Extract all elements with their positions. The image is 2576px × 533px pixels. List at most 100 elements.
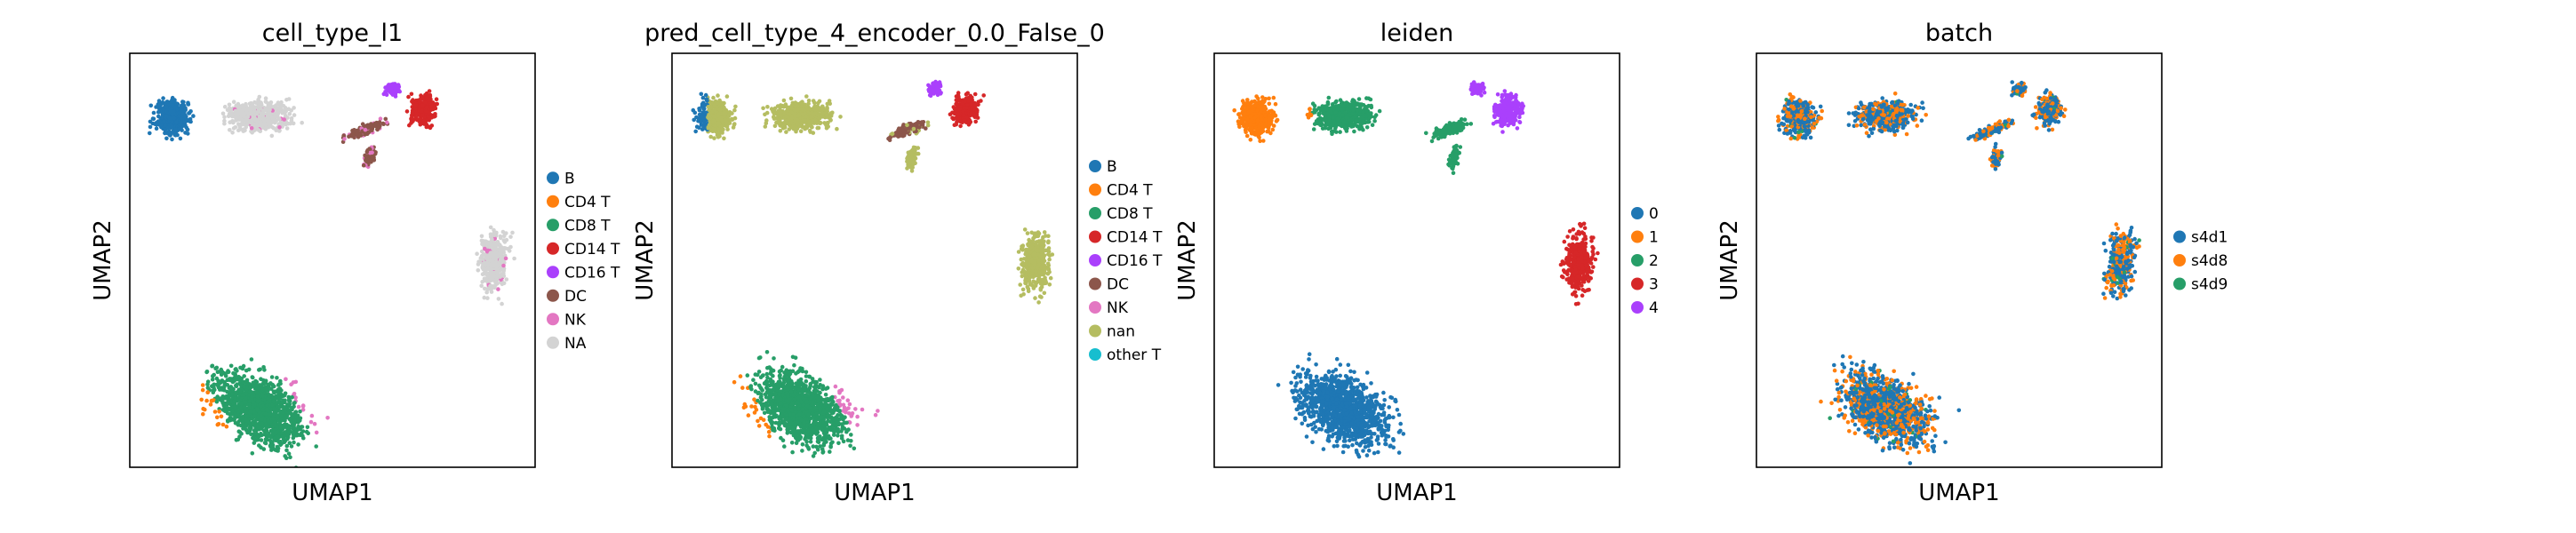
scatter-point <box>164 105 169 109</box>
scatter-point <box>938 84 942 88</box>
scatter-point <box>354 132 359 137</box>
scatter-point <box>495 281 500 286</box>
scatter-point <box>956 97 962 101</box>
scatter-point <box>230 408 236 413</box>
scatter-point <box>1020 270 1024 274</box>
scatter-point <box>811 99 816 103</box>
scatter-point <box>1032 246 1037 251</box>
scatter-point <box>385 120 389 125</box>
scatter-point <box>925 123 931 128</box>
scatter-point <box>484 276 489 282</box>
scatter-point <box>250 115 255 120</box>
scatter-point <box>290 394 294 400</box>
scatter-point <box>974 109 980 114</box>
scatter-point <box>218 380 223 386</box>
scatter-point <box>257 368 261 372</box>
scatter-point <box>806 99 812 103</box>
scatter-point <box>226 369 230 373</box>
scatter-point <box>259 413 263 418</box>
scatter-point <box>287 402 292 407</box>
scatter-point <box>170 106 174 111</box>
scatter-point <box>804 114 809 119</box>
scatter-point <box>428 125 433 131</box>
scatter-point <box>279 388 284 393</box>
scatter-point <box>163 123 167 128</box>
scatter-point <box>746 413 751 418</box>
scatter-point <box>410 99 414 104</box>
scatter-point <box>430 107 436 112</box>
scatter-point <box>228 411 232 417</box>
scatter-point <box>824 113 829 118</box>
scatter-point <box>484 290 489 295</box>
scatter-point <box>266 124 271 130</box>
scatter-point <box>782 110 787 115</box>
scatter-point <box>308 419 314 425</box>
scatter-point <box>292 418 297 424</box>
scatter-point <box>1047 257 1052 262</box>
scatter-point <box>224 394 228 399</box>
scatter-point <box>479 234 484 239</box>
scatter-point <box>836 434 840 438</box>
scatter-point <box>276 425 280 430</box>
scatter-point <box>733 104 738 109</box>
scatter-point <box>217 410 221 414</box>
scatter-point <box>228 416 233 420</box>
scatter-point <box>263 117 268 123</box>
scatter-point <box>199 397 204 402</box>
scatter-point <box>173 127 178 131</box>
scatter-point <box>955 105 959 110</box>
scatter-point <box>234 115 238 120</box>
scatter-point <box>817 99 822 104</box>
scatter-point <box>1043 271 1047 275</box>
scatter-point <box>830 110 835 115</box>
scatter-point <box>928 84 933 89</box>
scatter-point <box>236 111 241 116</box>
scatter-point <box>404 109 410 114</box>
scatter-point <box>1046 234 1051 239</box>
scatter-point <box>936 88 940 93</box>
scatter-point <box>1025 231 1030 235</box>
scatter-point <box>181 123 187 128</box>
scatter-point <box>413 106 418 111</box>
scatter-point <box>480 249 484 254</box>
scatter-point <box>258 107 262 111</box>
scatter-point <box>257 410 262 415</box>
scatter-point <box>300 403 306 408</box>
scatter-point <box>259 445 263 450</box>
scatter-point <box>1026 289 1031 294</box>
scatter-point <box>1023 251 1028 257</box>
scatter-point <box>825 105 829 110</box>
scatter-point <box>422 100 428 105</box>
scatter-point <box>277 404 282 410</box>
scatter-point <box>795 122 800 126</box>
scatter-point <box>956 91 961 95</box>
scatter-point <box>286 107 292 111</box>
scatter-point <box>286 410 292 416</box>
scatter-point <box>283 422 288 427</box>
scatter-point <box>484 253 489 259</box>
scatter-point <box>360 122 365 126</box>
scatter-point <box>1038 253 1044 259</box>
scatter-point <box>803 102 807 107</box>
scatter-point <box>248 426 252 431</box>
scatter-point <box>827 99 832 103</box>
scatter-point <box>238 405 244 410</box>
scatter-point <box>793 108 798 113</box>
legend-marker <box>547 313 559 326</box>
scatter-point <box>1046 246 1052 251</box>
scatter-point <box>300 434 305 438</box>
scatter-point <box>716 131 721 135</box>
scatter-point <box>501 263 506 268</box>
scatter-point <box>783 114 788 119</box>
scatter-point <box>916 151 921 156</box>
scatter-point <box>1033 296 1037 300</box>
scatter-point <box>894 132 900 138</box>
scatter-point <box>370 155 375 160</box>
scatter-point <box>227 102 232 107</box>
scatter-point <box>778 110 783 115</box>
scatter-point <box>163 131 167 136</box>
scatter-point <box>270 425 275 429</box>
scatter-point <box>233 376 238 381</box>
scatter-point <box>231 386 236 392</box>
